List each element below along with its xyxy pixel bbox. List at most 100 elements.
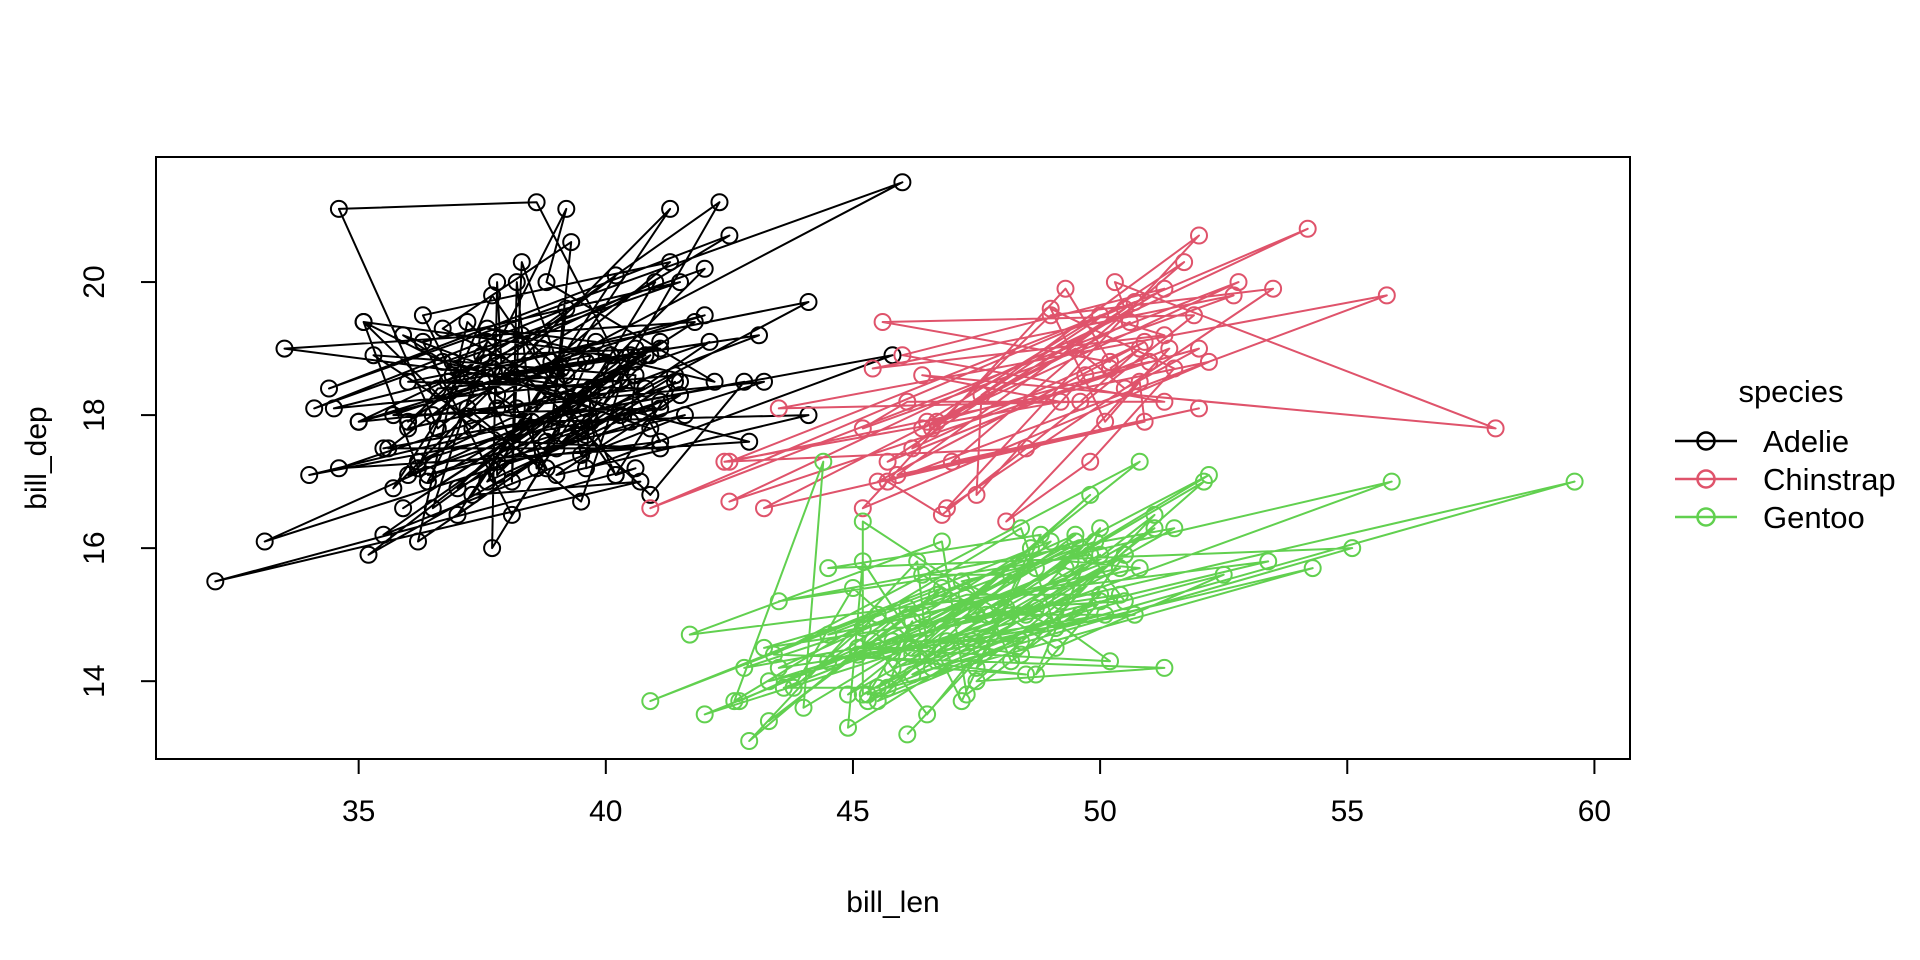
data-point bbox=[300, 466, 319, 484]
data-point bbox=[1091, 306, 1110, 325]
data-point bbox=[512, 253, 531, 272]
data-point bbox=[1259, 552, 1278, 571]
legend-item-gentoo: Gentoo bbox=[1675, 500, 1865, 535]
data-point bbox=[1190, 339, 1208, 358]
data-point bbox=[359, 545, 378, 564]
series-points bbox=[641, 452, 1584, 750]
data-point bbox=[1145, 505, 1164, 524]
data-point bbox=[537, 273, 556, 292]
legend-marker-circle bbox=[1696, 431, 1716, 451]
data-point bbox=[819, 652, 838, 671]
data-point bbox=[384, 406, 403, 425]
data-point bbox=[532, 339, 551, 358]
data-point bbox=[898, 725, 917, 744]
data-point bbox=[878, 452, 897, 471]
x-tick-label: 45 bbox=[836, 795, 869, 828]
data-point bbox=[537, 432, 556, 451]
data-point bbox=[324, 399, 343, 418]
data-point bbox=[399, 466, 418, 484]
legend-item-chinstrap: Chinstrap bbox=[1675, 462, 1896, 497]
data-point bbox=[651, 392, 670, 411]
x-tick-label: 50 bbox=[1083, 795, 1116, 828]
data-point bbox=[764, 645, 783, 664]
data-point bbox=[1026, 559, 1045, 578]
data-point bbox=[1046, 619, 1065, 637]
data-point bbox=[562, 233, 581, 252]
data-point bbox=[913, 605, 932, 624]
data-point bbox=[611, 372, 630, 391]
legend-item-label: Gentoo bbox=[1763, 500, 1865, 535]
data-point bbox=[769, 399, 788, 418]
data-point bbox=[1185, 306, 1203, 325]
x-axis-label: bill_len bbox=[846, 886, 939, 919]
data-point bbox=[1105, 273, 1124, 292]
y-tick-label: 20 bbox=[78, 265, 111, 298]
data-point bbox=[626, 339, 645, 358]
data-point bbox=[1155, 392, 1174, 411]
data-point bbox=[967, 658, 986, 677]
data-point bbox=[1160, 339, 1179, 358]
data-point bbox=[1130, 452, 1149, 471]
data-point bbox=[611, 406, 630, 425]
data-point bbox=[903, 638, 922, 657]
data-point bbox=[206, 572, 225, 591]
data-point bbox=[384, 479, 403, 498]
y-axis: 14 16 18 20 bbox=[78, 265, 156, 698]
data-point bbox=[572, 492, 591, 511]
data-point bbox=[1091, 585, 1110, 604]
data-point bbox=[547, 359, 566, 378]
data-point bbox=[839, 685, 857, 704]
data-point bbox=[1012, 645, 1030, 664]
data-point bbox=[1041, 306, 1060, 325]
data-point bbox=[853, 685, 872, 704]
data-point bbox=[671, 386, 689, 405]
data-point bbox=[893, 173, 912, 192]
data-point bbox=[853, 512, 872, 531]
data-point bbox=[750, 326, 768, 345]
data-point bbox=[1155, 279, 1174, 298]
data-point bbox=[493, 366, 511, 385]
data-point bbox=[932, 532, 951, 551]
data-point bbox=[774, 678, 793, 697]
data-point bbox=[507, 273, 526, 292]
data-point bbox=[1377, 286, 1396, 305]
legend-item-label: Adelie bbox=[1763, 424, 1849, 459]
data-point bbox=[977, 605, 996, 624]
data-point bbox=[601, 346, 620, 365]
data-point bbox=[725, 692, 744, 711]
data-point bbox=[878, 472, 897, 491]
data-point bbox=[557, 366, 576, 385]
data-point bbox=[1303, 559, 1322, 578]
data-point bbox=[646, 273, 665, 292]
data-point bbox=[636, 379, 655, 398]
data-point bbox=[715, 452, 734, 471]
data-point bbox=[1101, 359, 1119, 378]
series-line bbox=[649, 227, 1497, 523]
series-gentoo bbox=[641, 452, 1584, 750]
data-point bbox=[972, 386, 991, 405]
data-point bbox=[562, 392, 581, 411]
data-point bbox=[1066, 339, 1085, 358]
data-point bbox=[364, 346, 383, 365]
data-point bbox=[413, 332, 432, 351]
data-point bbox=[868, 605, 887, 624]
data-point bbox=[873, 313, 892, 331]
x-tick-label: 60 bbox=[1578, 795, 1611, 828]
data-point bbox=[700, 332, 719, 351]
data-point bbox=[631, 472, 650, 491]
data-point bbox=[626, 352, 645, 371]
data-point bbox=[547, 466, 566, 484]
legend-marker-circle bbox=[1696, 469, 1716, 489]
data-point bbox=[839, 718, 857, 737]
data-point bbox=[626, 366, 645, 385]
data-point bbox=[720, 452, 739, 471]
data-point bbox=[320, 379, 338, 398]
data-point bbox=[1071, 392, 1090, 411]
data-point bbox=[1002, 652, 1021, 671]
data-point bbox=[814, 452, 833, 471]
data-point bbox=[1130, 559, 1149, 578]
data-point bbox=[1140, 352, 1159, 371]
data-point bbox=[651, 439, 670, 458]
data-point bbox=[868, 678, 887, 697]
data-point bbox=[488, 386, 507, 405]
